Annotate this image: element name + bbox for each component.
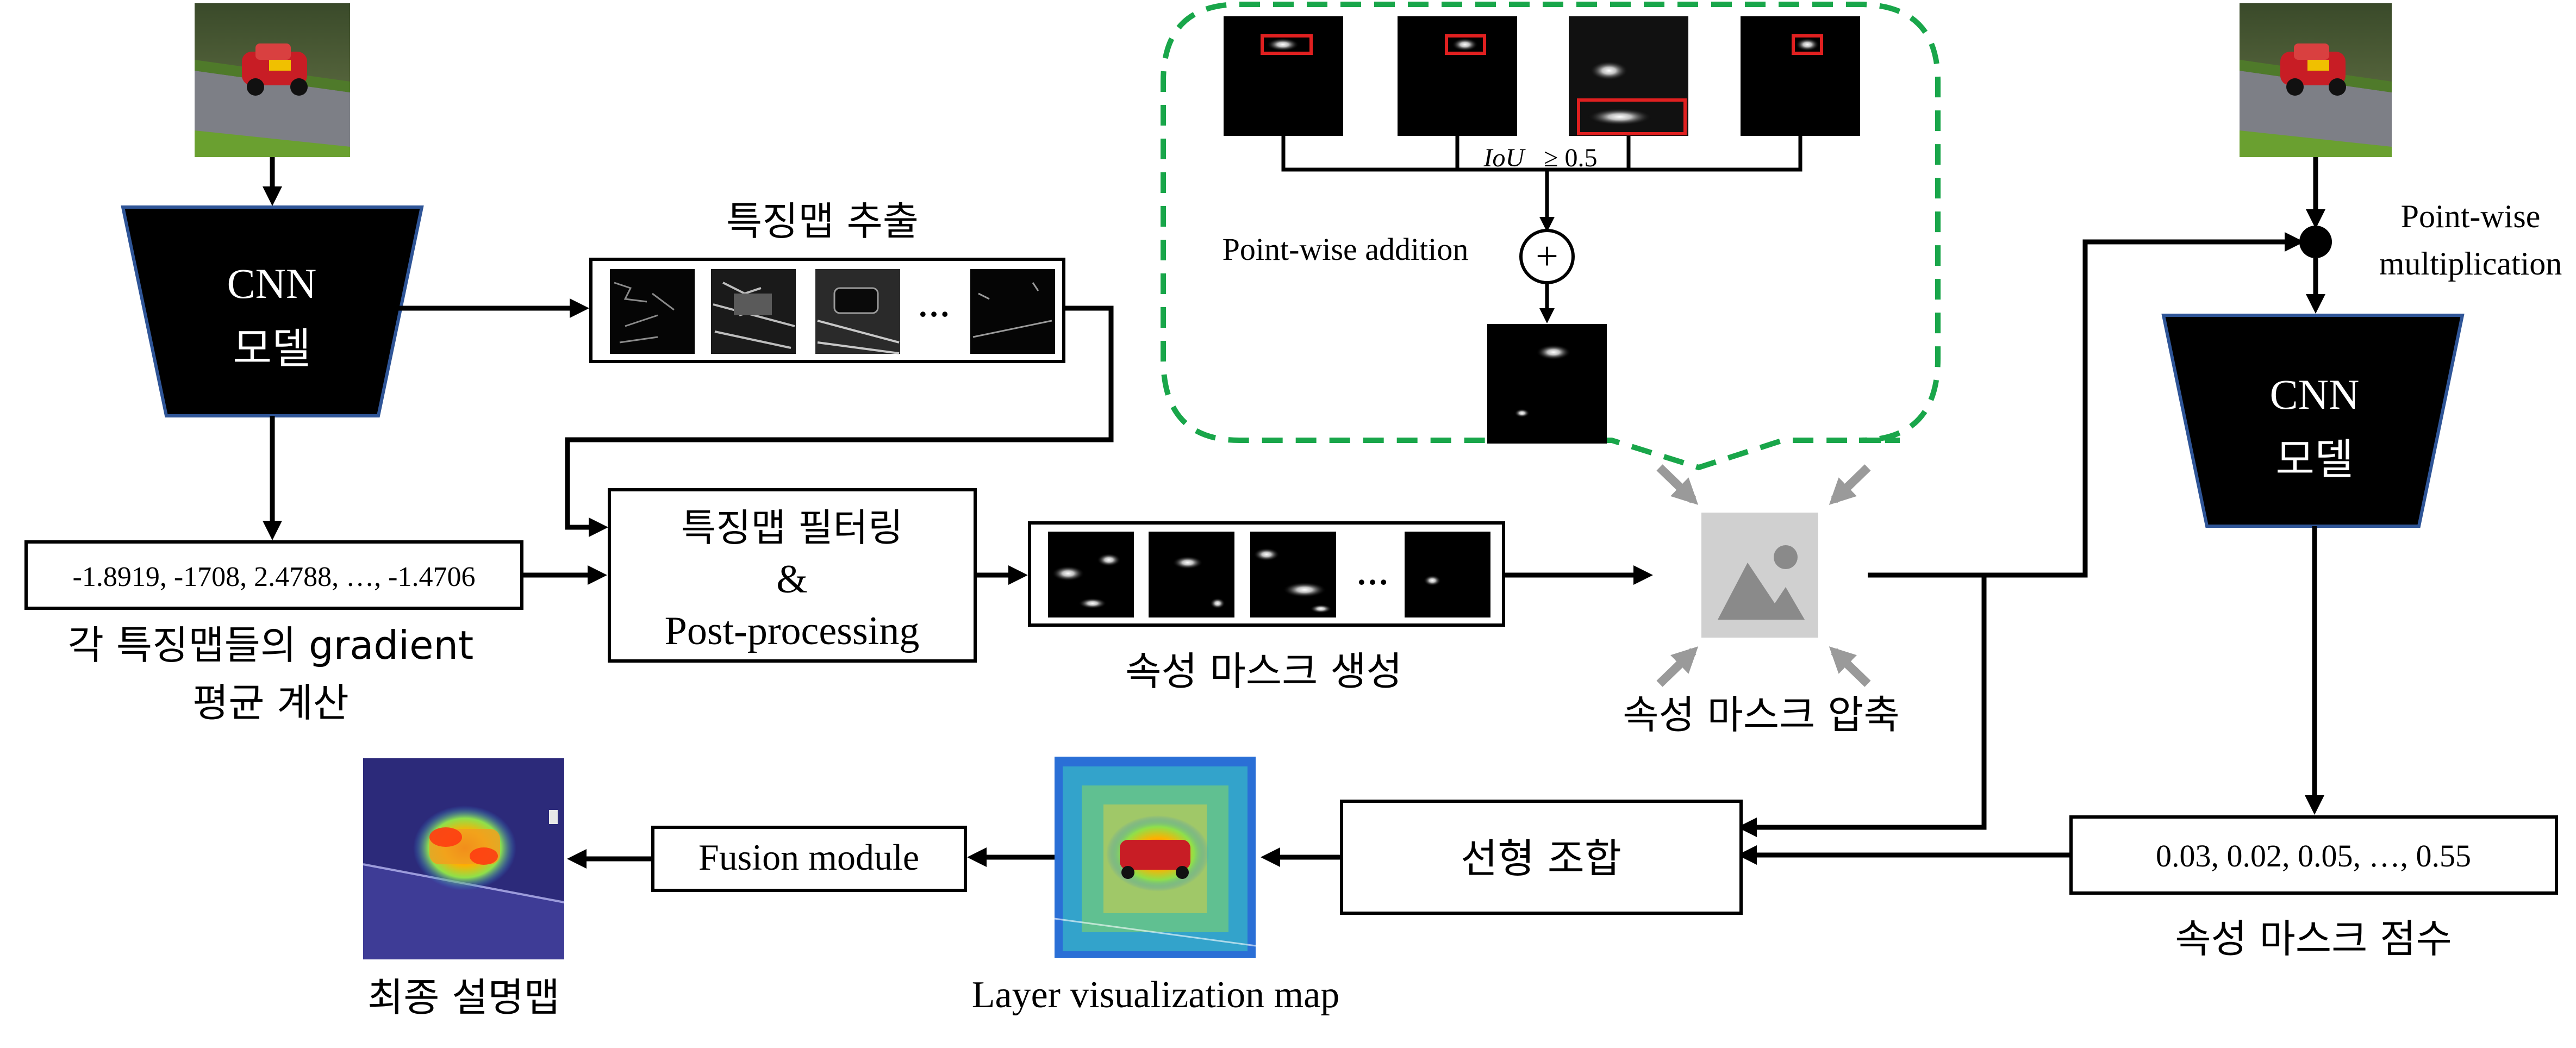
feature-map-thumb-2 bbox=[711, 269, 796, 354]
pointwise-multiplication-line1: Point-wise bbox=[2401, 198, 2541, 234]
gradient-values-box: -1.8919, -1708, 2.4788, …, -1.4706 bbox=[24, 540, 523, 610]
gradient-caption-line2: 평균 계산 bbox=[192, 680, 349, 726]
iou-label: IoU ≥ 0.5 bbox=[1483, 144, 1598, 172]
gradient-values-text: -1.8919, -1708, 2.4788, …, -1.4706 bbox=[73, 562, 476, 592]
iou-mask-1 bbox=[1224, 16, 1343, 136]
filtering-line1: 특징맵 필터링 bbox=[681, 506, 903, 550]
mask-thumb-1 bbox=[1048, 532, 1134, 617]
cnn-left-label-line2: 모델 bbox=[233, 325, 311, 373]
cnn-model-right: CNN 모델 bbox=[2161, 314, 2465, 528]
attribute-mask-generation-label: 속성 마스크 생성 bbox=[1125, 648, 1402, 694]
feature-map-thumb-1 bbox=[610, 269, 695, 354]
mask-thumb-4 bbox=[1405, 532, 1490, 617]
mask-compression-label: 속성 마스크 압축 bbox=[1623, 692, 1899, 738]
gradient-caption-line1: 각 특징맵들의 gradient bbox=[68, 622, 474, 668]
pointwise-addition-label: Point-wise addition bbox=[1222, 232, 1469, 267]
arrow-compression-to-multiplication bbox=[1868, 232, 2304, 578]
linear-combination-box: 선형 조합 bbox=[1340, 800, 1743, 915]
score-values-text: 0.03, 0.02, 0.05, …, 0.55 bbox=[2156, 838, 2471, 874]
plus-symbol: + bbox=[1536, 234, 1558, 279]
final-explanation-label: 최종 설명맵 bbox=[367, 975, 560, 1020]
filtering-box: 특징맵 필터링 & Post-processing bbox=[608, 488, 977, 663]
feature-maps-box: … bbox=[589, 258, 1065, 363]
iou-mask-3 bbox=[1569, 16, 1688, 136]
pointwise-addition-node: + bbox=[1519, 229, 1575, 284]
iou-merge-group: IoU ≥ 0.5 + Point-wise addition bbox=[1161, 1, 1941, 471]
input-car-image-right bbox=[2240, 3, 2392, 157]
cnn-right-label-line2: 모델 bbox=[2275, 435, 2354, 484]
arrow-feature-maps-to-filtering bbox=[565, 305, 1114, 537]
feature-map-thumb-4 bbox=[970, 269, 1055, 354]
arrow-compression-to-linear-combination bbox=[1737, 575, 1987, 837]
layer-visualization-label: Layer visualization map bbox=[972, 974, 1339, 1016]
feature-maps-ellipsis: … bbox=[918, 288, 950, 323]
mask-score-label: 속성 마스크 점수 bbox=[2175, 916, 2452, 962]
cnn-left-label-line1: CNN bbox=[227, 260, 317, 307]
layer-visualization-map bbox=[1054, 757, 1256, 958]
pointwise-multiplication-line2: multiplication bbox=[2379, 246, 2562, 282]
iou-mask-2 bbox=[1398, 16, 1517, 136]
masks-ellipsis: … bbox=[1356, 556, 1389, 591]
final-explanation-map bbox=[363, 758, 565, 959]
mask-thumb-3 bbox=[1250, 532, 1336, 617]
cnn-model-left: CNN 모델 bbox=[121, 205, 424, 417]
pointwise-multiplication-node bbox=[2299, 226, 2332, 258]
cnn-right-label-line1: CNN bbox=[2270, 371, 2360, 418]
merged-mask bbox=[1487, 324, 1607, 444]
fusion-module-text: Fusion module bbox=[698, 837, 919, 878]
feature-extraction-label: 특징맵 추출 bbox=[726, 198, 919, 244]
filtering-line2: & bbox=[776, 557, 808, 602]
mask-thumb-2 bbox=[1149, 532, 1234, 617]
linear-combination-text: 선형 조합 bbox=[1461, 835, 1621, 882]
mask-compression-node bbox=[1656, 464, 1871, 687]
fusion-module-box: Fusion module bbox=[651, 826, 967, 892]
mask-score-box: 0.03, 0.02, 0.05, …, 0.55 bbox=[2069, 815, 2558, 895]
input-car-image-left bbox=[195, 3, 350, 157]
attribute-masks-box: … bbox=[1028, 521, 1505, 627]
iou-mask-4 bbox=[1741, 16, 1860, 136]
feature-map-thumb-3 bbox=[815, 269, 900, 354]
filtering-line3: Post-processing bbox=[665, 609, 920, 653]
